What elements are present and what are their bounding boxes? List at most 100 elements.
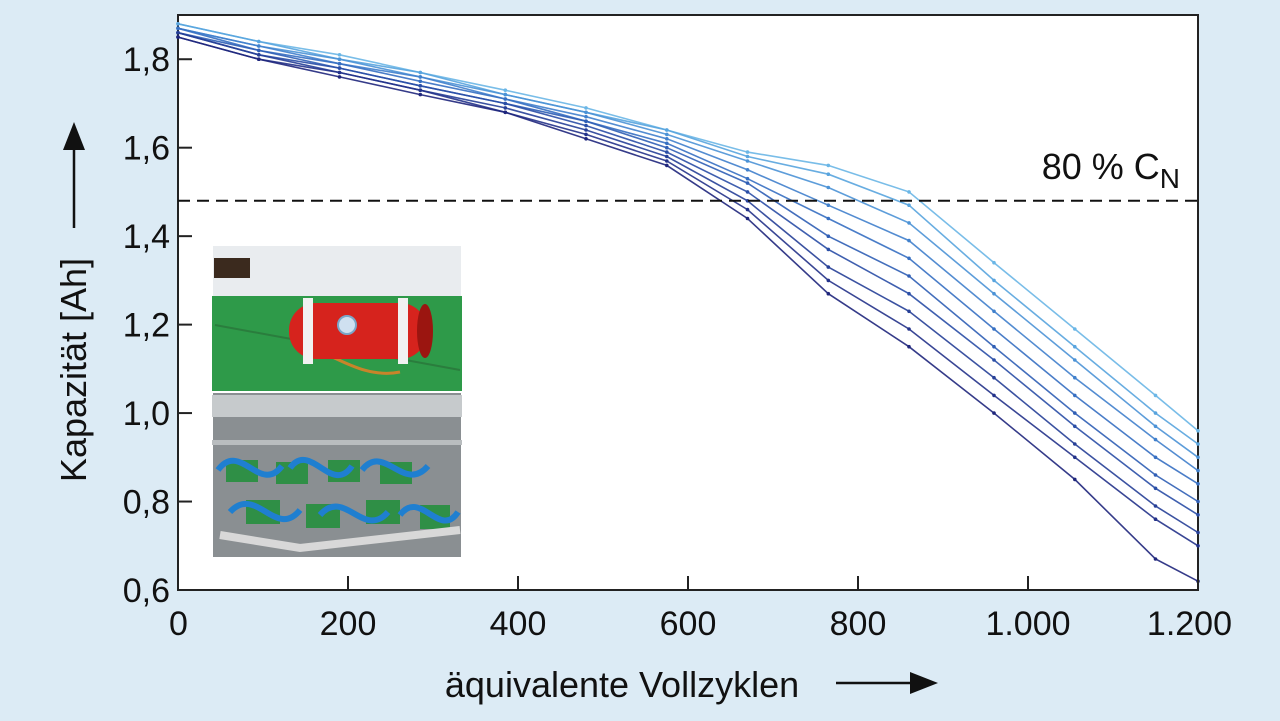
data-point [665,145,669,150]
x-tick-label: 800 [830,605,887,643]
data-point [1073,477,1077,482]
data-point [745,181,750,185]
data-point [1196,442,1200,446]
data-point [337,66,342,70]
y-tick-label: 1,0 [123,395,170,433]
data-point [1153,557,1158,561]
data-point [1073,344,1077,349]
data-point [1153,486,1158,491]
y-tick-label: 1,4 [123,218,170,256]
data-point [418,70,423,75]
data-point [826,247,831,252]
data-point [907,256,911,261]
x-axis-ticks: 0 200 400 600 800 1.000 1.200 [169,576,1232,643]
data-point [418,84,423,88]
x-axis-title: äquivalente Vollzyklen [445,664,799,705]
data-point [584,123,588,128]
y-tick-label: 1,8 [123,41,170,79]
data-point [992,260,996,265]
data-point [826,265,831,269]
data-point [257,44,261,48]
data-point [1073,424,1077,429]
reference-label-main: 80 % C [1042,146,1160,187]
data-point [745,168,750,172]
data-point [826,234,831,238]
data-point [1073,393,1077,398]
data-point [1196,544,1200,548]
data-point [503,97,508,101]
series-line-10 [177,36,1199,582]
data-point [665,154,669,159]
data-point [418,79,423,84]
data-point [1196,513,1200,517]
data-point [665,128,669,132]
data-point [584,119,588,123]
data-point [1153,504,1158,508]
data-point [907,221,911,225]
data-point [745,159,750,163]
data-point [176,22,180,26]
series-line-9 [177,36,1199,547]
data-point [992,393,996,398]
data-point [992,411,996,415]
x-tick-label: 0 [169,605,188,643]
data-point [1153,473,1158,477]
y-axis-ticks: 0,6 0,8 1,0 1,2 1,4 1,6 1,8 [123,41,192,610]
data-point [665,137,669,141]
data-point [176,30,180,35]
data-point [1196,499,1200,504]
data-point [257,57,261,61]
data-point [1073,455,1077,460]
data-point [503,88,508,92]
data-point [907,203,911,207]
data-point [826,216,831,221]
data-point [1196,468,1200,473]
data-point [992,358,996,362]
y-axis-title: Kapazität [Ah] [53,258,94,482]
data-point [1196,429,1200,433]
x-tick-label: 200 [320,605,377,643]
series-line-5 [177,27,1199,485]
data-point [992,375,996,380]
data-point [1073,442,1077,446]
data-point [584,137,588,141]
data-point [907,327,911,331]
data-point [826,203,831,207]
data-point [1073,375,1077,380]
data-point [665,159,669,163]
data-point [257,53,261,57]
y-tick-label: 1,6 [123,130,170,168]
reference-label-subscript: N [1160,163,1180,194]
data-point [992,327,996,331]
x-axis-arrow [836,672,938,694]
x-tick-label: 600 [660,605,717,643]
data-point [907,238,911,243]
data-point [1073,411,1077,415]
data-point [1196,530,1200,535]
data-point [992,291,996,296]
data-point [503,92,508,97]
data-point [992,309,996,314]
data-point [1073,327,1077,331]
x-tick-label: 1.000 [985,605,1070,643]
data-point [257,39,261,44]
data-point [1153,411,1158,415]
data-point [176,35,180,39]
data-point [1153,393,1158,398]
data-point [503,106,508,110]
series-layer [176,22,1200,583]
inset-photos [211,244,463,559]
inset-photo-test-rack [211,391,463,559]
x-tick-label: 1.200 [1147,605,1232,643]
data-point [665,150,669,154]
data-point [337,53,342,57]
data-point [1153,437,1158,442]
data-point [1153,517,1158,521]
data-point [992,278,996,283]
data-point [337,70,342,75]
data-point [826,163,831,168]
y-axis-arrow [63,122,85,228]
data-point [1153,455,1158,460]
y-tick-label: 0,6 [123,572,170,610]
y-tick-label: 0,8 [123,484,170,522]
